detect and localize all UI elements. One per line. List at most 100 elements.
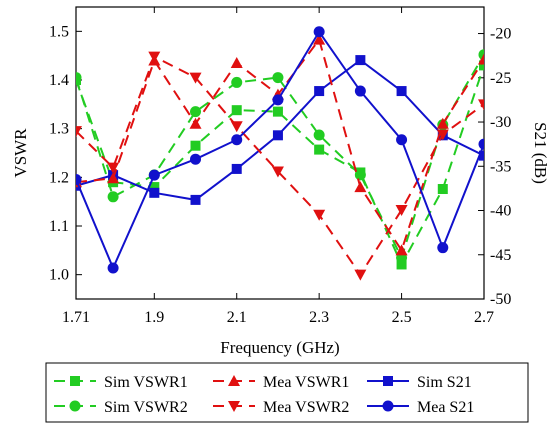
series-line-mea-vswr2 bbox=[76, 55, 484, 277]
data-point-mea-s21 bbox=[437, 242, 449, 254]
data-point-mea-s21 bbox=[272, 94, 284, 106]
data-point-mea-vswr1 bbox=[107, 172, 120, 184]
x-axis-title: Frequency (GHz) bbox=[220, 338, 339, 357]
series-sim-vswr1 bbox=[76, 60, 484, 270]
legend-label-mea-s21: Mea S21 bbox=[417, 399, 474, 416]
data-point-sim-s21 bbox=[149, 187, 160, 198]
y-right-tick-label: -35 bbox=[490, 158, 511, 175]
data-point-sim-s21 bbox=[314, 86, 325, 97]
data-point-sim-vswr2 bbox=[354, 169, 366, 181]
legend-label-sim-vswr2: Sim VSWR2 bbox=[104, 399, 188, 416]
x-tick-label: 2.3 bbox=[309, 309, 329, 326]
series-line-mea-vswr1 bbox=[76, 37, 484, 253]
data-point-sim-vswr1 bbox=[479, 60, 484, 71]
legend-label-mea-vswr2: Mea VSWR2 bbox=[263, 399, 349, 416]
data-point-sim-vswr2 bbox=[76, 72, 82, 84]
x-tick-label: 2.7 bbox=[474, 309, 494, 326]
data-point-mea-s21 bbox=[231, 134, 243, 146]
data-point-mea-vswr1 bbox=[313, 33, 326, 45]
data-point-mea-s21 bbox=[354, 85, 366, 97]
data-point-sim-s21 bbox=[190, 194, 201, 205]
data-point-sim-vswr2 bbox=[190, 106, 202, 118]
data-point-mea-vswr2 bbox=[230, 121, 243, 133]
data-point-sim-s21 bbox=[396, 86, 407, 97]
legend-marker-mea-s21 bbox=[382, 400, 394, 412]
y-left-tick-label: 1.4 bbox=[49, 72, 69, 89]
x-tick-label: 1.71 bbox=[62, 309, 90, 326]
y-left-tick-label: 1.0 bbox=[49, 267, 69, 284]
series-sim-vswr2 bbox=[76, 49, 484, 264]
y-right-tick-label: -25 bbox=[490, 70, 511, 87]
y-right-tick-label: -20 bbox=[490, 26, 511, 43]
series-line-mea-s21 bbox=[76, 29, 484, 271]
data-point-mea-vswr1 bbox=[395, 244, 408, 256]
data-point-mea-vswr1 bbox=[436, 117, 449, 129]
data-point-sim-s21 bbox=[272, 130, 283, 141]
data-point-mea-vswr2 bbox=[76, 126, 82, 138]
data-point-mea-vswr2 bbox=[271, 166, 284, 178]
legend: Sim VSWR1 Mea VSWR1 Sim S21 Sim VSWR2 Mea VS… bbox=[45, 362, 529, 423]
x-tick-label: 2.1 bbox=[227, 309, 247, 326]
data-point-sim-vswr2 bbox=[107, 191, 119, 203]
x-tick-label: 1.9 bbox=[144, 309, 164, 326]
data-point-sim-vswr1 bbox=[231, 105, 242, 116]
data-point-sim-vswr2 bbox=[313, 129, 325, 141]
data-point-mea-vswr2 bbox=[148, 51, 161, 63]
legend-label-mea-vswr1: Mea VSWR1 bbox=[263, 374, 349, 391]
data-point-sim-vswr1 bbox=[437, 184, 448, 195]
data-point-mea-vswr2 bbox=[478, 99, 484, 111]
y-axis-right-title: S21 (dB) bbox=[531, 122, 550, 184]
data-point-sim-vswr2 bbox=[272, 72, 284, 84]
data-point-mea-s21 bbox=[76, 174, 82, 186]
data-point-mea-s21 bbox=[190, 153, 202, 165]
data-point-mea-vswr1 bbox=[354, 181, 367, 193]
series-mea-s21 bbox=[76, 26, 484, 274]
legend-marker-sim-s21 bbox=[383, 376, 393, 386]
legend-marker-mea-vswr2 bbox=[228, 401, 240, 412]
data-point-sim-s21 bbox=[355, 55, 366, 66]
data-point-mea-s21 bbox=[396, 134, 408, 146]
y-left-tick-label: 1.2 bbox=[49, 169, 69, 186]
legend-marker-sim-vswr2 bbox=[69, 400, 81, 412]
data-point-mea-s21 bbox=[478, 138, 484, 150]
data-point-mea-vswr2 bbox=[354, 269, 367, 281]
data-point-mea-s21 bbox=[148, 169, 160, 181]
data-point-sim-vswr1 bbox=[314, 144, 325, 155]
data-point-mea-vswr2 bbox=[313, 209, 326, 221]
series-line-sim-vswr2 bbox=[76, 54, 484, 261]
data-point-mea-vswr2 bbox=[107, 162, 120, 174]
y-right-tick-label: -45 bbox=[490, 247, 511, 264]
data-point-sim-s21 bbox=[479, 150, 484, 161]
data-point-sim-vswr1 bbox=[190, 140, 201, 151]
data-point-mea-vswr1 bbox=[230, 56, 243, 68]
y-axis-left-title: VSWR bbox=[11, 128, 30, 178]
y-left-tick-label: 1.1 bbox=[49, 218, 69, 235]
legend-box bbox=[45, 362, 529, 423]
data-point-mea-s21 bbox=[107, 262, 119, 274]
y-left-tick-label: 1.3 bbox=[49, 121, 69, 138]
data-point-mea-vswr2 bbox=[395, 204, 408, 216]
y-left-tick-label: 1.5 bbox=[49, 23, 69, 40]
data-point-mea-vswr2 bbox=[436, 129, 449, 141]
data-point-sim-vswr2 bbox=[231, 76, 243, 88]
x-tick-label: 2.5 bbox=[392, 309, 412, 326]
series-line-sim-vswr1 bbox=[76, 65, 484, 267]
series-mea-vswr2 bbox=[76, 51, 484, 281]
data-point-sim-vswr1 bbox=[272, 106, 283, 117]
data-point-mea-vswr1 bbox=[189, 117, 202, 129]
y-right-tick-label: -50 bbox=[490, 291, 511, 308]
data-point-mea-vswr2 bbox=[189, 72, 202, 84]
y-right-tick-label: -40 bbox=[490, 203, 511, 220]
data-point-sim-vswr1 bbox=[396, 259, 407, 270]
data-point-sim-s21 bbox=[231, 163, 242, 174]
data-point-mea-s21 bbox=[313, 26, 325, 38]
legend-label-sim-s21: Sim S21 bbox=[417, 374, 472, 391]
legend-marker-mea-vswr1 bbox=[228, 375, 240, 386]
y-right-tick-label: -30 bbox=[490, 114, 511, 131]
plot-frame bbox=[75, 6, 485, 300]
legend-label-sim-vswr1: Sim VSWR1 bbox=[104, 374, 188, 391]
data-point-mea-vswr1 bbox=[478, 53, 484, 65]
legend-marker-sim-vswr1 bbox=[70, 376, 80, 386]
